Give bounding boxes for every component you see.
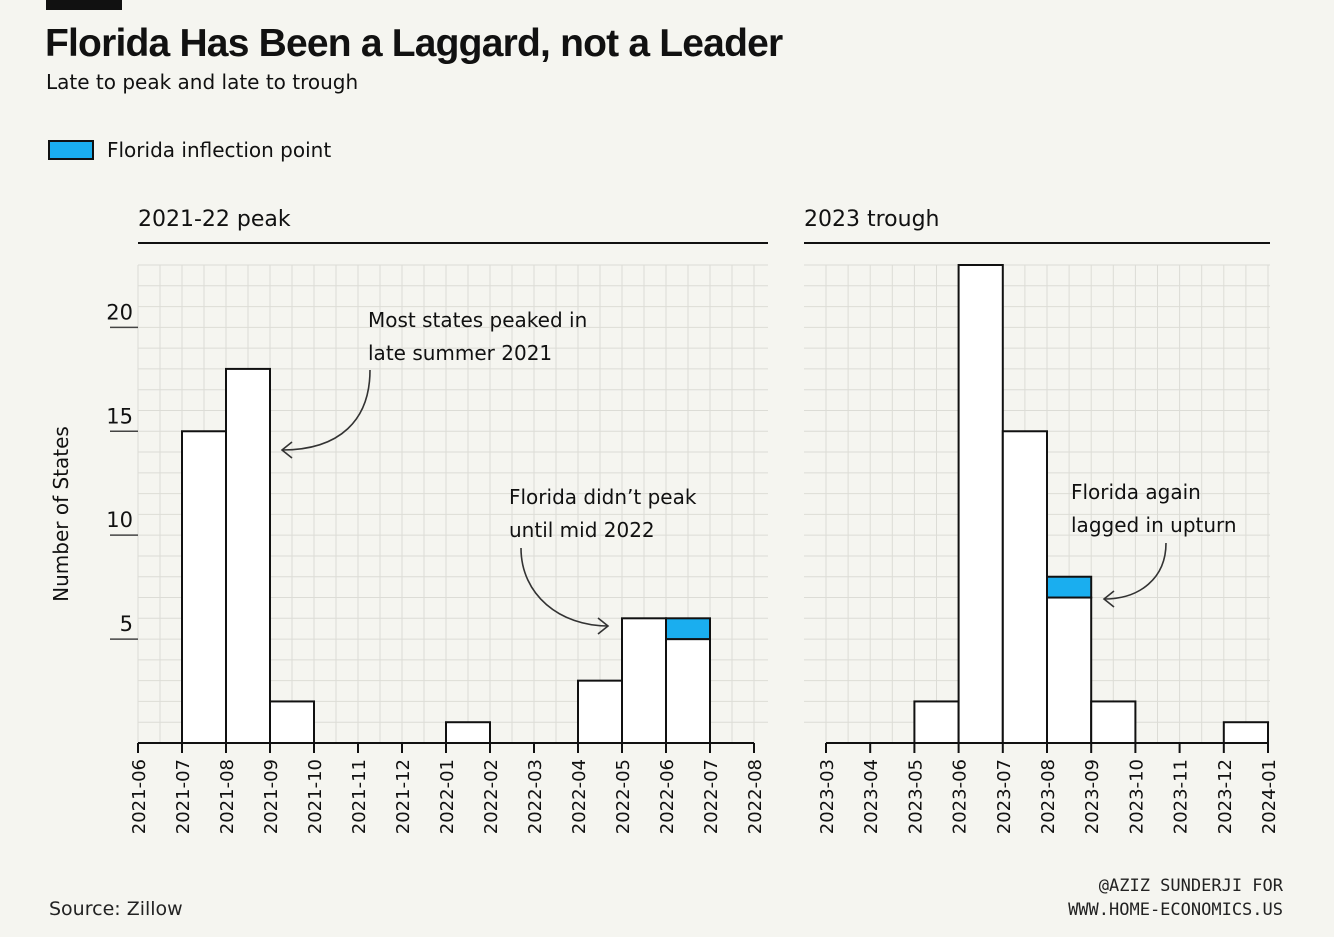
- panel-1: 2023 trough 2023-03 2023-04 2023-05 2023-06 2…: [804, 207, 1280, 834]
- x-tick-label: 2023-07: [994, 759, 1015, 834]
- legend-swatch-florida: [48, 140, 94, 160]
- x-tick-label: 2023-11: [1171, 759, 1192, 834]
- credit-line-1: @AZIZ SUNDERJI FOR: [1098, 876, 1283, 896]
- x-tick-label: 2021-11: [349, 759, 370, 834]
- y-tick-label: 20: [106, 300, 133, 324]
- x-tick-label: 2023-06: [950, 759, 971, 834]
- bar-2023-05: [913, 700, 960, 744]
- annotation-text: until mid 2022: [509, 518, 655, 542]
- bar-2021-09: [269, 700, 315, 744]
- legend: Florida inflection point: [48, 138, 331, 162]
- x-tick-label: 2023-12: [1215, 759, 1236, 834]
- bar-florida-2023-08: [1046, 575, 1093, 599]
- x-tick-label: 2022-04: [569, 759, 590, 834]
- x-tick-label: 2021-08: [217, 759, 238, 834]
- x-tick-label: 2022-05: [613, 759, 634, 834]
- x-tick-label: 2022-02: [481, 759, 502, 834]
- source-note: Source: Zillow: [49, 898, 183, 920]
- x-tick-label: 2021-06: [129, 759, 150, 834]
- annotation-1: Florida didn’t peak until mid 2022: [509, 485, 697, 635]
- y-tick-label: 15: [106, 404, 133, 428]
- x-tick-label: 2022-08: [745, 759, 766, 834]
- x-tick-label: 2022-03: [525, 759, 546, 834]
- panel-title-0: 2021-22 peak: [138, 207, 291, 232]
- x-tick-label: 2021-09: [261, 759, 282, 834]
- bar-2021-07: [181, 430, 227, 744]
- annotation-text: Most states peaked in: [368, 308, 587, 332]
- credit-line-2: WWW.HOME-ECONOMICS.US: [1068, 900, 1283, 920]
- bar-2023-12: [1222, 721, 1270, 745]
- annotation-arrowhead: [597, 617, 610, 635]
- x-tick-label: 2023-03: [817, 759, 838, 834]
- x-tick-label: 2024-01: [1259, 759, 1280, 834]
- x-tick-label: 2022-06: [657, 759, 678, 834]
- panel-title-1: 2023 trough: [804, 207, 939, 232]
- bar-2023-07: [1001, 430, 1048, 744]
- x-tick-label: 2023-05: [905, 759, 926, 834]
- annotation-2: Florida again lagged in upturn: [1071, 480, 1237, 608]
- bar-2022-06: [665, 638, 711, 745]
- bar-2021-08: [225, 367, 271, 744]
- annotation-text: Florida again: [1071, 480, 1201, 504]
- y-axis-label: Number of States: [49, 426, 73, 602]
- x-tick-label: 2022-01: [437, 759, 458, 834]
- x-tick-label: 2021-07: [173, 759, 194, 834]
- x-tick-label: 2023-04: [861, 759, 882, 834]
- annotation-arrow: [1103, 542, 1167, 600]
- annotation-0: Most states peaked in late summer 2021: [280, 308, 587, 459]
- bar-2023-09: [1090, 700, 1137, 744]
- bar-2022-04: [577, 679, 623, 744]
- annotation-text: Florida didn’t peak: [509, 485, 697, 509]
- x-tick-label: 2021-10: [305, 759, 326, 834]
- x-tick-label: 2023-09: [1082, 759, 1103, 834]
- bar-florida-2022-06: [665, 617, 711, 641]
- legend-label-florida: Florida inflection point: [107, 138, 332, 162]
- bar-2023-06: [957, 264, 1004, 744]
- annotation-arrowhead: [1102, 590, 1115, 608]
- x-tick-label: 2023-08: [1038, 759, 1059, 834]
- x-tick-label: 2021-12: [393, 759, 414, 834]
- annotation-arrowhead: [280, 441, 293, 459]
- chart-subtitle: Late to peak and late to trough: [46, 70, 359, 94]
- y-tick-label: 5: [120, 612, 133, 636]
- annotation-text: late summer 2021: [368, 341, 552, 365]
- annotation-text: lagged in upturn: [1071, 513, 1237, 537]
- x-tick-label: 2022-07: [701, 759, 722, 834]
- annotation-arrow: [520, 547, 609, 627]
- credit: @AZIZ SUNDERJI FOR WWW.HOME-ECONOMICS.US: [1068, 874, 1283, 922]
- bar-2022-01: [445, 721, 491, 745]
- y-tick-label: 10: [106, 508, 133, 532]
- bar-2022-05: [621, 617, 667, 744]
- bar-2023-08: [1046, 596, 1093, 744]
- chart-title: Florida Has Been a Laggard, not a Leader: [45, 22, 783, 65]
- x-tick-label: 2023-10: [1126, 759, 1147, 834]
- title-accent-bar: [46, 0, 122, 10]
- panel-0: 2021-22 peak 5 10 15 20 Number of States 2021-…: [49, 207, 768, 834]
- annotation-arrow: [281, 369, 371, 451]
